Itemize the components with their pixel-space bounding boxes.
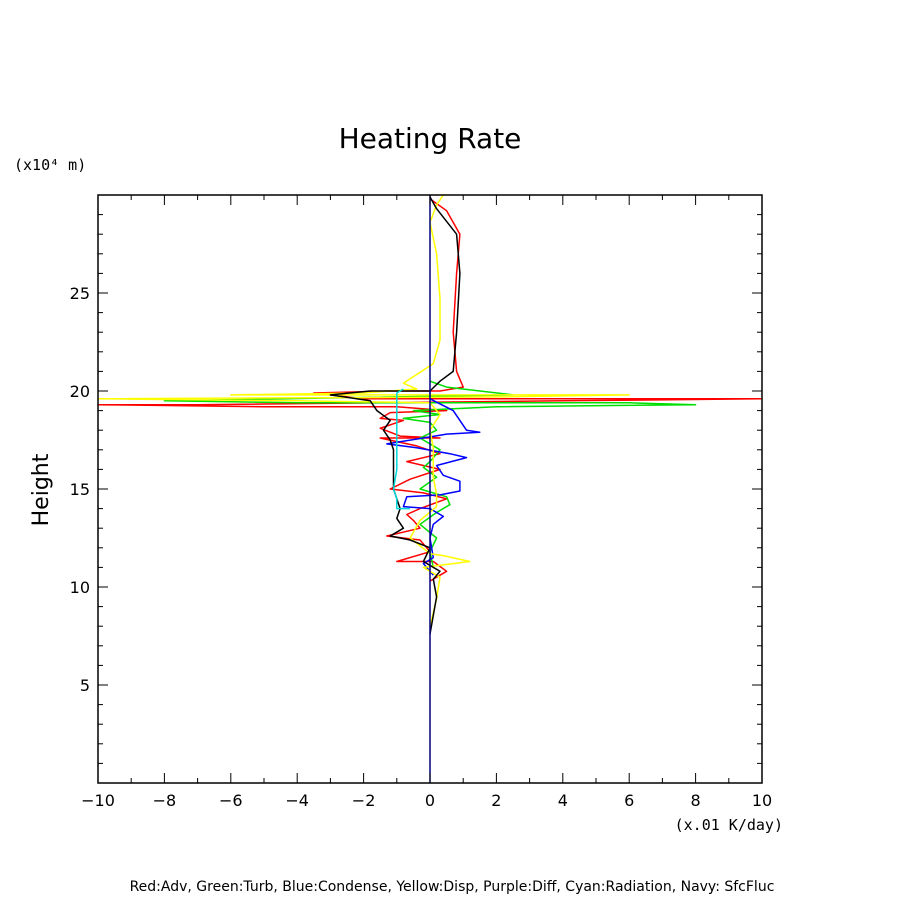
x-tick-label: 6 [624, 791, 634, 810]
x-tick-label: 2 [491, 791, 501, 810]
y-tick-label: 15 [70, 480, 90, 499]
y-tick-label: 25 [70, 284, 90, 303]
x-tick-label: 8 [691, 791, 701, 810]
series-line-radiation [392, 388, 411, 510]
x-tick-label: −2 [352, 791, 376, 810]
x-tick-label: 10 [752, 791, 772, 810]
x-tick-label: −10 [81, 791, 115, 810]
y-axis-label: Height [29, 453, 54, 526]
series-line-turb [163, 380, 697, 568]
x-tick-label: −8 [153, 791, 177, 810]
series-layer [97, 194, 763, 783]
y-axis-unit: (x10⁴ m) [14, 156, 86, 174]
x-tick-label: −4 [285, 791, 309, 810]
legend-caption: Red:Adv, Green:Turb, Blue:Condense, Yell… [130, 879, 775, 895]
y-tick-label: 5 [80, 676, 90, 695]
series-line-disp [97, 194, 630, 627]
series-line-condense [386, 391, 481, 576]
x-tick-label: 0 [425, 791, 435, 810]
series-line-diff [329, 196, 461, 635]
y-tick-label: 20 [70, 382, 90, 401]
axis-layer: −10 −8 −6 −4 −2 0 2 4 6 8 10 5 10 15 20 25 [70, 195, 772, 810]
chart-title: Heating Rate [339, 122, 522, 155]
x-axis-unit: (x.01 K/day) [675, 816, 783, 834]
y-tick-label: 10 [70, 578, 90, 597]
x-tick-label: −6 [219, 791, 243, 810]
x-tick-label: 4 [558, 791, 568, 810]
